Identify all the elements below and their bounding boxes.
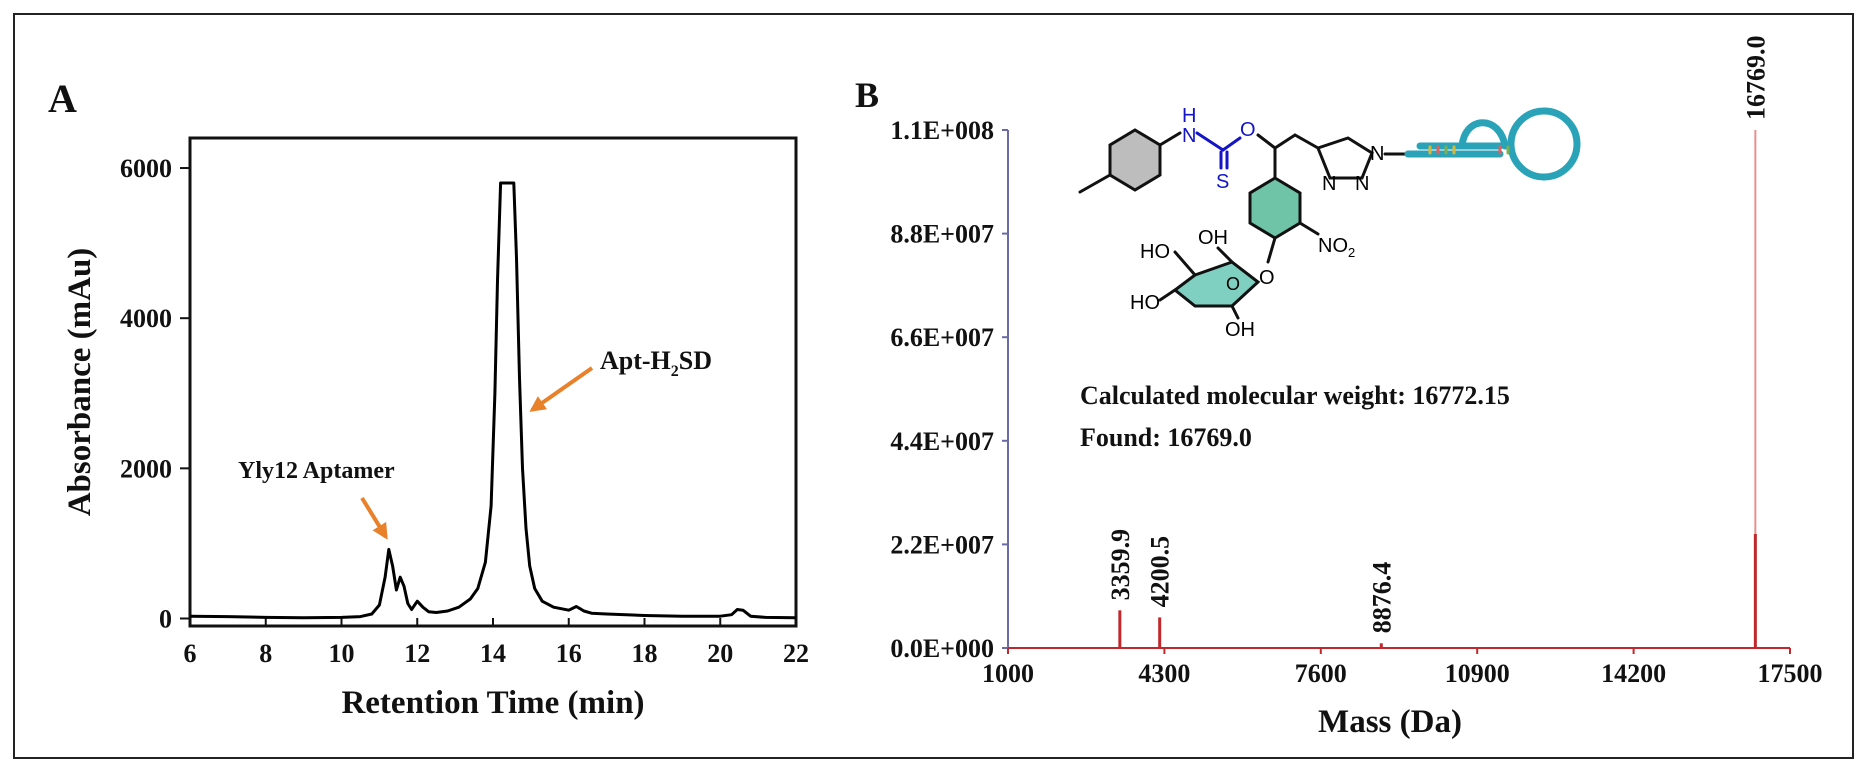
carbamate-o-label: O bbox=[1240, 119, 1256, 141]
y-tick-label: 2.2E+007 bbox=[890, 530, 994, 559]
sugar-oh-top-label: OH bbox=[1198, 227, 1228, 249]
sugar-ho-left-label: HO bbox=[1130, 292, 1160, 314]
nitro-label: NO2 bbox=[1318, 235, 1355, 260]
x-tick-label: 17500 bbox=[1758, 659, 1823, 688]
sugar-oh-bottom-label: OH bbox=[1225, 319, 1255, 341]
aryl-nh-bond bbox=[1158, 131, 1182, 147]
c-o-bond bbox=[1221, 136, 1242, 152]
x-tick-label: 10 bbox=[329, 639, 355, 668]
y-tick-label: 4.4E+007 bbox=[890, 427, 994, 456]
y-tick-label: 8.8E+007 bbox=[890, 220, 994, 249]
nitro-bond bbox=[1298, 221, 1320, 236]
toluene-ring bbox=[1108, 128, 1162, 192]
panel-a-y-ticks: 0 2000 4000 6000 bbox=[120, 154, 190, 633]
nitrophenyl-ring bbox=[1248, 176, 1302, 240]
chemical-structure: H N O S N N N bbox=[1078, 105, 1581, 341]
x-tick-label: 14200 bbox=[1601, 659, 1666, 688]
peak-label: 16769.0 bbox=[1741, 36, 1770, 121]
aptamer-loop-small bbox=[1458, 119, 1509, 150]
peak-label: 3359.9 bbox=[1106, 529, 1135, 601]
panel-b-letter: B bbox=[855, 75, 879, 115]
x-tick-label: 10900 bbox=[1445, 659, 1510, 688]
nh-n-label: N bbox=[1182, 125, 1196, 147]
annotation-yly12-aptamer: Yly12 Aptamer bbox=[238, 458, 395, 484]
x-tick-label: 7600 bbox=[1295, 659, 1347, 688]
y-tick-label: 0.0E+000 bbox=[890, 634, 994, 663]
panel-b-peaks: 3359.9 4200.5 8876.4 16769.0 bbox=[1106, 36, 1770, 648]
y-tick-label: 6000 bbox=[120, 154, 172, 183]
peak-label: 8876.4 bbox=[1367, 562, 1396, 634]
nh-c-bond bbox=[1195, 131, 1225, 152]
sugar-o-label: O bbox=[1226, 274, 1240, 294]
y-tick-label: 4000 bbox=[120, 304, 172, 333]
aptamer-base-pairs bbox=[1428, 145, 1510, 155]
annotation-arrow-apt-h2sd bbox=[529, 366, 594, 412]
y-tick-label: 2000 bbox=[120, 454, 172, 483]
x-tick-label: 22 bbox=[783, 639, 809, 668]
panel-a-y-axis-label: Absorbance (mAu) bbox=[62, 248, 98, 517]
annotation-apt-h2sd-sub: 2 bbox=[671, 363, 679, 380]
sugar-ho-top-bond bbox=[1173, 250, 1197, 277]
sugar-ch2oh-bond bbox=[1216, 246, 1234, 264]
x-tick-label: 1000 bbox=[982, 659, 1034, 688]
y-tick-label: 1.1E+008 bbox=[890, 116, 994, 145]
panel-b-y-ticks: 0.0E+000 2.2E+007 4.4E+007 6.6E+007 8.8E+007… bbox=[890, 116, 1008, 663]
annotation-apt-h2sd-main: Apt-H bbox=[600, 346, 671, 375]
aptamer-loop-large bbox=[1507, 107, 1581, 181]
triazole-n1-label: N bbox=[1370, 143, 1384, 165]
thio-s-label: S bbox=[1216, 171, 1229, 193]
x-tick-label: 14 bbox=[480, 639, 506, 668]
annotation-arrow-yly12 bbox=[360, 496, 388, 540]
sugar-ho-left-bond bbox=[1158, 288, 1177, 302]
triazole-ring bbox=[1316, 136, 1374, 180]
x-tick-label: 8 bbox=[259, 639, 272, 668]
nitro-sub: 2 bbox=[1348, 245, 1355, 260]
sugar-ho-top-label: HO bbox=[1140, 241, 1170, 263]
panel-b-x-axis-label: Mass (Da) bbox=[1318, 704, 1462, 740]
x-tick-label: 20 bbox=[707, 639, 733, 668]
panel-a-plot-frame bbox=[188, 136, 798, 628]
x-tick-label: 12 bbox=[404, 639, 430, 668]
x-tick-label: 16 bbox=[556, 639, 582, 668]
triazole-n2-label: N bbox=[1355, 173, 1369, 195]
found-mass-text: Found: 16769.0 bbox=[1080, 423, 1252, 452]
x-tick-label: 18 bbox=[632, 639, 658, 668]
calculated-mw-text: Calculated molecular weight: 16772.15 bbox=[1080, 381, 1510, 410]
aryl-ether-bond bbox=[1266, 236, 1277, 264]
figure-frame bbox=[13, 13, 1854, 759]
annotation-apt-h2sd: Apt-H2SD bbox=[600, 346, 712, 380]
nitro-no: NO bbox=[1318, 235, 1348, 257]
y-tick-label: 0 bbox=[159, 604, 172, 633]
alkyl-chain bbox=[1256, 133, 1320, 150]
nh-h-label: H bbox=[1182, 105, 1196, 127]
annotation-apt-h2sd-tail: SD bbox=[679, 346, 712, 375]
panel-a: A 0 2000 4000 6000 6 8 10 12 14 16 18 20 22 Retenti… bbox=[48, 76, 809, 721]
chromatogram-line bbox=[189, 181, 797, 620]
panel-a-x-ticks: 6 8 10 12 14 16 18 20 22 bbox=[184, 618, 809, 668]
x-tick-label: 4300 bbox=[1138, 659, 1190, 688]
triazole-n3-label: N bbox=[1322, 173, 1336, 195]
x-tick-label: 6 bbox=[184, 639, 197, 668]
methyl-bond bbox=[1078, 173, 1112, 194]
sugar-oh-bottom-bond bbox=[1230, 304, 1240, 320]
y-tick-label: 6.6E+007 bbox=[890, 323, 994, 352]
panel-a-x-axis-label: Retention Time (min) bbox=[341, 685, 644, 721]
panel-b-x-ticks: 1000 4300 7600 10900 14200 17500 bbox=[982, 648, 1823, 688]
panel-a-letter: A bbox=[48, 76, 77, 121]
peak-label: 4200.5 bbox=[1146, 536, 1175, 608]
aryl-ether-o-label: O bbox=[1259, 267, 1275, 289]
panel-b: B 0.0E+000 2.2E+007 4.4E+007 6.6E+007 8.8E+0… bbox=[855, 36, 1823, 741]
